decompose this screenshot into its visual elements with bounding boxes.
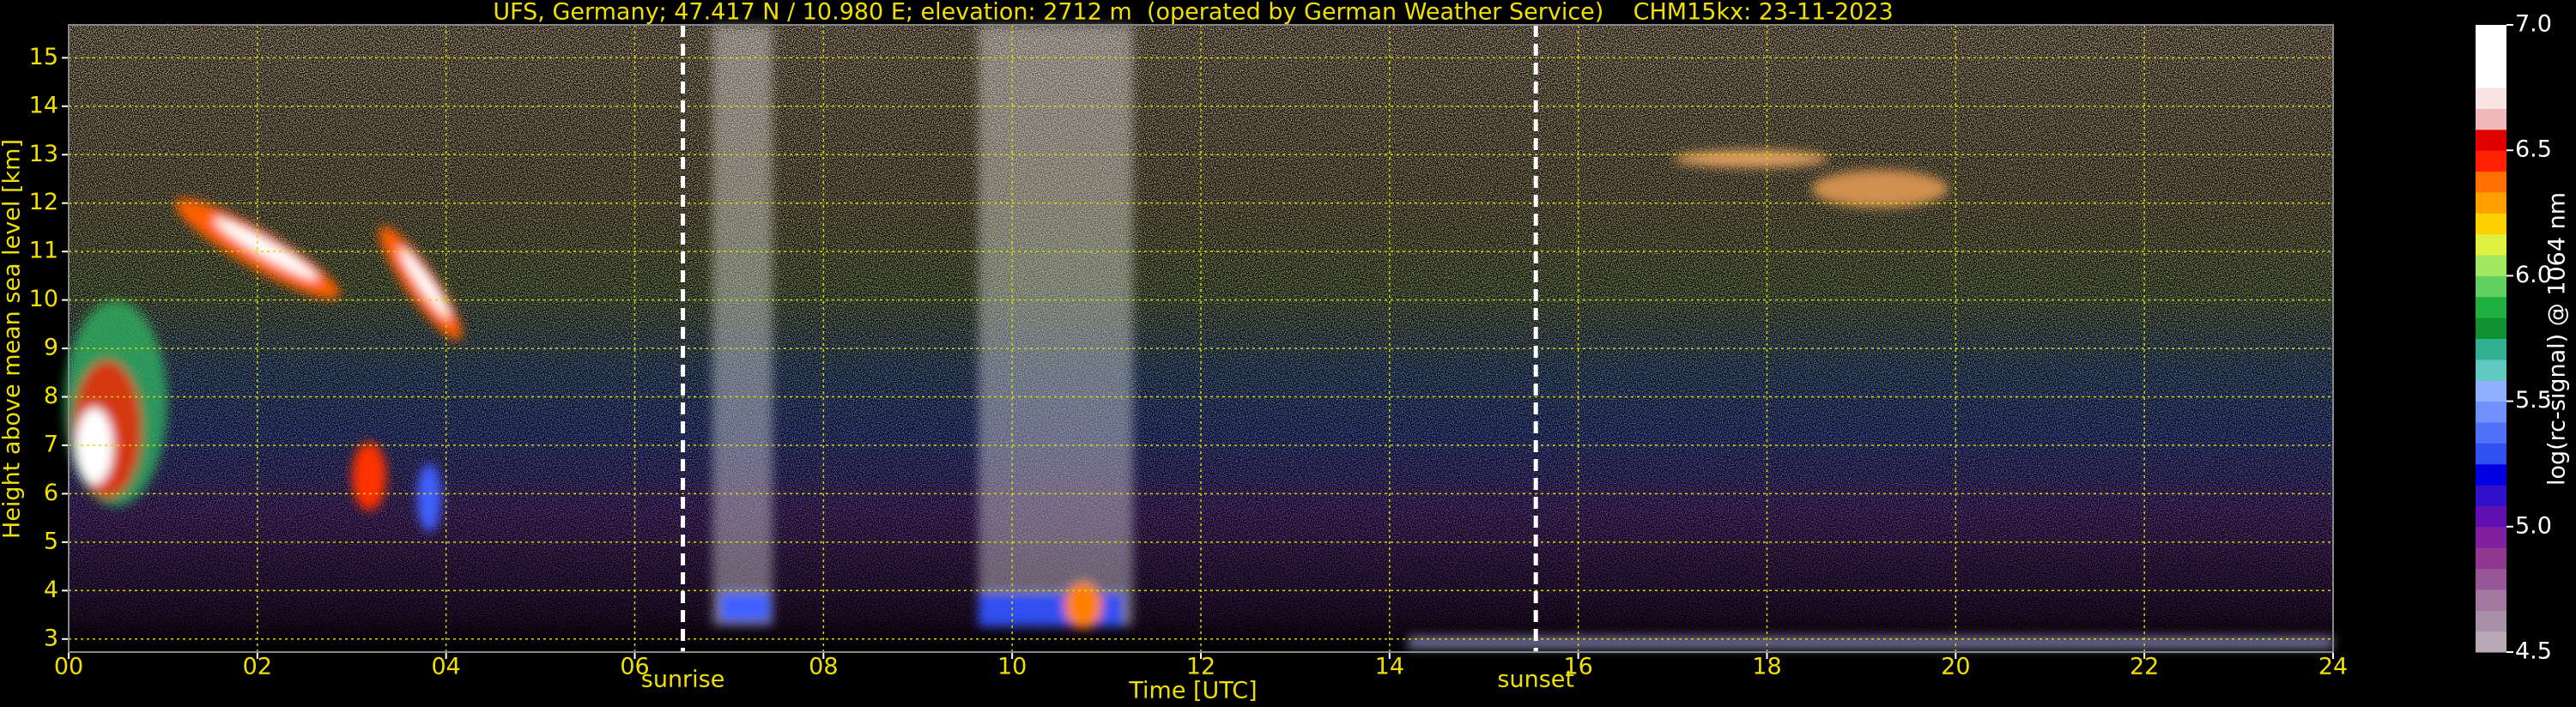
y-tick-label: 11	[29, 238, 58, 264]
cloud	[417, 463, 441, 532]
colorbar-segment	[2476, 338, 2506, 360]
colorbar-segment	[2476, 108, 2506, 130]
x-tick-label: 18	[1752, 654, 1781, 680]
cloud	[1811, 170, 1949, 208]
colorbar-segment	[2476, 191, 2506, 214]
y-tick-label: 12	[29, 189, 58, 215]
colorbar-tick-label: 4.5	[2515, 638, 2552, 665]
colorbar-segment	[2476, 171, 2506, 193]
colorbar-tick-label: 6.0	[2515, 262, 2552, 288]
chart-title: UFS, Germany; 47.417 N / 10.980 E; eleva…	[493, 0, 1893, 26]
cloud	[399, 247, 451, 319]
colorbar-segment	[2476, 88, 2506, 109]
low-cloud	[719, 592, 771, 622]
y-tick-label: 4	[44, 577, 58, 603]
x-tick-label: 20	[1941, 654, 1970, 680]
colorbar-segment	[2476, 589, 2506, 611]
annotation-label: sunrise	[641, 667, 725, 693]
colorbar-segment	[2476, 275, 2506, 298]
colorbar-segment	[2476, 526, 2506, 548]
colorbar-label: log(rc-signal) @ 1064 nm	[2544, 192, 2571, 486]
y-tick-label: 6	[44, 480, 58, 506]
x-tick-label: 22	[2130, 654, 2159, 680]
colorbar-segment	[2476, 547, 2506, 570]
cloud	[1674, 150, 1828, 167]
colorbar-segment	[2476, 380, 2506, 402]
low-cloud	[979, 592, 1124, 626]
colorbar-segment	[2476, 129, 2506, 151]
y-tick-label: 3	[44, 625, 58, 651]
y-tick-label: 9	[44, 335, 58, 361]
colorbar-segment	[2476, 443, 2506, 465]
colorbar-segment	[2476, 463, 2506, 486]
colorbar-segment	[2476, 233, 2506, 256]
colorbar-segment	[2476, 401, 2506, 423]
cloud	[214, 217, 318, 281]
y-tick-label: 7	[44, 431, 58, 457]
annotation-label: sunset	[1497, 667, 1574, 693]
colorbar-segment	[2476, 296, 2506, 318]
colorbar-segment	[2476, 66, 2506, 88]
y-tick-label: 8	[44, 383, 58, 409]
colorbar-tick-label: 5.5	[2515, 387, 2552, 414]
x-tick-label: 08	[809, 654, 838, 680]
ground-layer	[1408, 637, 2333, 649]
x-tick-label: 14	[1375, 654, 1404, 680]
x-tick-label: 02	[243, 654, 272, 680]
x-tick-label: 16	[1563, 654, 1592, 680]
low-cloud	[1064, 581, 1102, 629]
cloud	[352, 442, 386, 511]
y-tick-label: 10	[29, 286, 58, 312]
cloud-features	[64, 25, 2333, 649]
y-tick-label: 13	[29, 141, 58, 167]
y-tick-label: 15	[29, 44, 58, 70]
colorbar-segment	[2476, 150, 2506, 172]
colorbar-segment	[2476, 25, 2506, 46]
cloud	[76, 408, 113, 485]
plot-frame	[68, 24, 2334, 653]
noise-column	[979, 25, 1133, 625]
noise-column	[712, 25, 773, 625]
colorbar-segment	[2476, 317, 2506, 339]
colorbar-segment	[2476, 213, 2506, 235]
x-tick-label: 10	[997, 654, 1027, 680]
colorbar-segment	[2476, 45, 2506, 68]
x-tick-label: 06	[620, 654, 649, 680]
y-tick-label: 5	[44, 528, 58, 554]
y-tick-label: 14	[29, 92, 58, 118]
colorbar-tick-label: 5.0	[2515, 512, 2552, 539]
colorbar-segment	[2476, 359, 2506, 381]
colorbar-segment	[2476, 255, 2506, 276]
colorbar-segment	[2476, 421, 2506, 444]
colorbar-tick-label: 7.0	[2515, 11, 2552, 38]
x-tick-label: 12	[1186, 654, 1215, 680]
x-axis-label: Time [UTC]	[1128, 678, 1257, 704]
colorbar-segment	[2476, 631, 2506, 653]
x-tick-label: 00	[54, 654, 83, 680]
colorbar-segment	[2476, 610, 2506, 632]
y-axis-label: Height above mean sea level [km]	[0, 139, 26, 539]
x-tick-label: 04	[431, 654, 460, 680]
colorbar-segment	[2476, 568, 2506, 590]
colorbar-tick-label: 6.5	[2515, 136, 2552, 163]
colorbar-segment	[2476, 485, 2506, 506]
x-tick-label: 24	[2318, 654, 2348, 680]
colorbar-segment	[2476, 505, 2506, 528]
